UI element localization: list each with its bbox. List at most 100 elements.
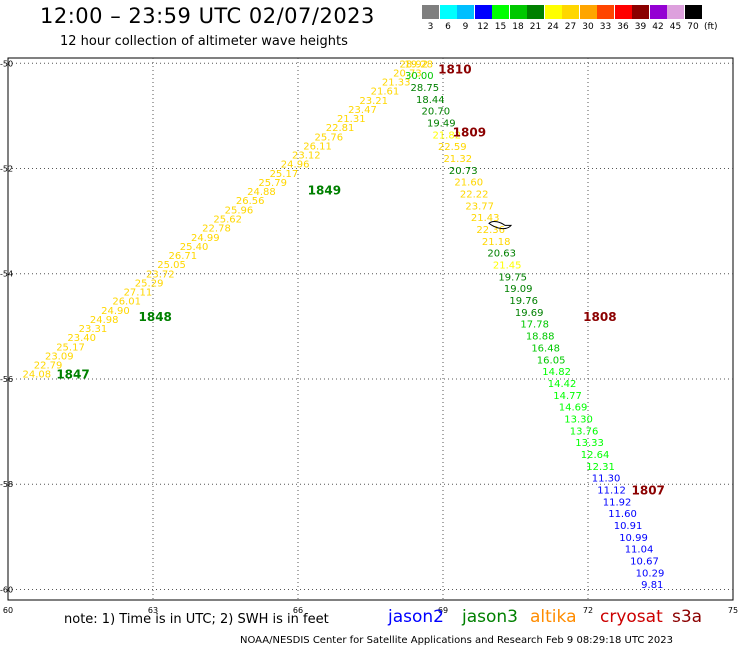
legend-swatch	[667, 5, 684, 19]
swh-value-west: 23.47	[348, 105, 377, 116]
swh-value-west: 22.78	[202, 224, 231, 235]
swh-value-west: 26.01	[112, 297, 141, 308]
swh-value-east: 14.69	[559, 403, 588, 414]
swh-value-west: 25.29	[135, 278, 164, 289]
swh-value-east: 30.00	[405, 71, 434, 82]
map-title: 12:00 – 23:59 UTC 02/07/2023	[40, 4, 375, 28]
legend-label: 12	[477, 22, 489, 32]
y-tick-label: -52	[0, 165, 13, 174]
swh-value-west: 20.73	[393, 68, 422, 79]
mission-label-s3a: s3a	[672, 607, 703, 627]
legend-label: 6	[445, 22, 451, 32]
legend-label: 3	[427, 22, 434, 32]
pass-number-label: 1849	[308, 184, 341, 198]
swh-value-east: 14.77	[553, 391, 582, 402]
swh-value-east: 21.82	[432, 130, 461, 141]
legend-swatch	[492, 5, 509, 19]
legend-swatch	[614, 5, 632, 19]
swh-value-east: 19.49	[427, 118, 456, 129]
swh-value-east: 21.45	[493, 261, 522, 272]
swh-value-east: 19.75	[498, 272, 527, 283]
swh-value-west: 25.96	[225, 205, 254, 216]
x-tick-label: 75	[728, 606, 738, 615]
swh-value-east: 11.30	[592, 474, 621, 485]
footer-credit: NOAA/NESDIS Center for Satellite Applica…	[240, 635, 673, 646]
swh-value-west: 25.62	[213, 214, 242, 225]
legend-label: 70	[687, 22, 699, 32]
swh-value-east: 21.32	[443, 154, 472, 165]
legend-label: 24	[547, 22, 559, 32]
swh-value-west: 25.40	[180, 242, 209, 253]
mission-label-jason2: jason2	[388, 607, 444, 627]
swh-value-east: 19.69	[515, 308, 544, 319]
legend-swatch	[457, 5, 474, 19]
swh-value-east: 16.48	[531, 343, 560, 354]
swh-value-east: 22.59	[438, 142, 467, 153]
swh-value-east: 22.36	[476, 225, 505, 236]
swh-value-east: 14.42	[548, 379, 577, 390]
legend-swatch	[509, 5, 527, 19]
swh-value-east: 18.44	[416, 95, 445, 106]
swh-value-east: 16.05	[537, 355, 566, 366]
swh-value-west: 23.21	[359, 96, 388, 107]
legend-swatch	[527, 5, 544, 19]
pass-number-label: 1807	[632, 483, 665, 497]
legend-swatch	[632, 5, 649, 19]
swh-value-east: 20.70	[421, 107, 450, 118]
swh-value-west: 24.98	[90, 315, 119, 326]
legend-label: 18	[512, 22, 524, 32]
pass-number-label: 1810	[438, 63, 471, 77]
swh-value-west: 21.33	[382, 78, 411, 89]
swh-value-west: 19.28	[404, 59, 433, 70]
swh-value-east: 12.31	[586, 462, 615, 473]
y-tick-label: -56	[0, 375, 13, 384]
legend-label: 45	[669, 22, 682, 32]
legend-label: 15	[494, 22, 507, 32]
swh-value-east: 11.92	[603, 497, 632, 508]
swh-value-east: 28.92	[400, 59, 429, 70]
legend-label: 33	[599, 22, 612, 32]
mission-label-jason3: jason3	[462, 607, 518, 627]
legend-unit: (ft)	[704, 22, 718, 32]
swh-value-west: 24.88	[247, 187, 276, 198]
legend-swatch	[579, 5, 597, 19]
swh-value-east: 22.22	[460, 190, 489, 201]
x-tick-label: 60	[3, 606, 13, 615]
swh-value-west: 25.76	[314, 132, 343, 143]
legend-label: 36	[617, 22, 629, 32]
swh-value-east: 13.76	[570, 426, 599, 437]
legend-swatch	[597, 5, 614, 19]
swh-value-west: 25.17	[270, 169, 299, 180]
swh-value-east: 14.82	[542, 367, 571, 378]
legend-label: 42	[652, 22, 664, 32]
y-tick-label: -50	[0, 59, 13, 68]
x-tick-label: 66	[293, 606, 303, 615]
swh-value-east: 20.73	[449, 166, 478, 177]
swh-value-west: 25.05	[157, 260, 186, 271]
swh-value-west: 24.08	[23, 370, 52, 381]
legend-swatch	[422, 5, 439, 19]
swh-value-east: 13.30	[564, 414, 593, 425]
swh-value-east: 28.75	[410, 83, 439, 94]
swh-value-west: 26.71	[168, 251, 197, 262]
legend-label: 21	[529, 22, 542, 32]
swh-value-west: 23.72	[146, 269, 175, 280]
mission-label-altika: altika	[530, 607, 577, 627]
x-tick-label: 69	[438, 606, 448, 615]
map-subtitle: 12 hour collection of altimeter wave hei…	[60, 34, 348, 49]
swh-value-west: 24.96	[281, 160, 310, 171]
legend-label: 30	[582, 22, 594, 32]
swh-value-west: 24.90	[101, 306, 130, 317]
pass-number-label: 1848	[139, 310, 172, 324]
legend-label: 27	[564, 22, 577, 32]
swh-value-west: 21.31	[337, 114, 366, 125]
swh-value-west: 26.11	[303, 141, 332, 152]
swh-value-east: 11.12	[597, 485, 626, 496]
swh-value-west: 22.81	[326, 123, 355, 134]
swh-value-east: 11.04	[625, 545, 654, 556]
swh-value-east: 10.67	[630, 557, 659, 568]
swh-value-west: 24.99	[191, 233, 220, 244]
legend-swatch	[684, 5, 702, 19]
pass-number-label: 1809	[453, 126, 486, 140]
